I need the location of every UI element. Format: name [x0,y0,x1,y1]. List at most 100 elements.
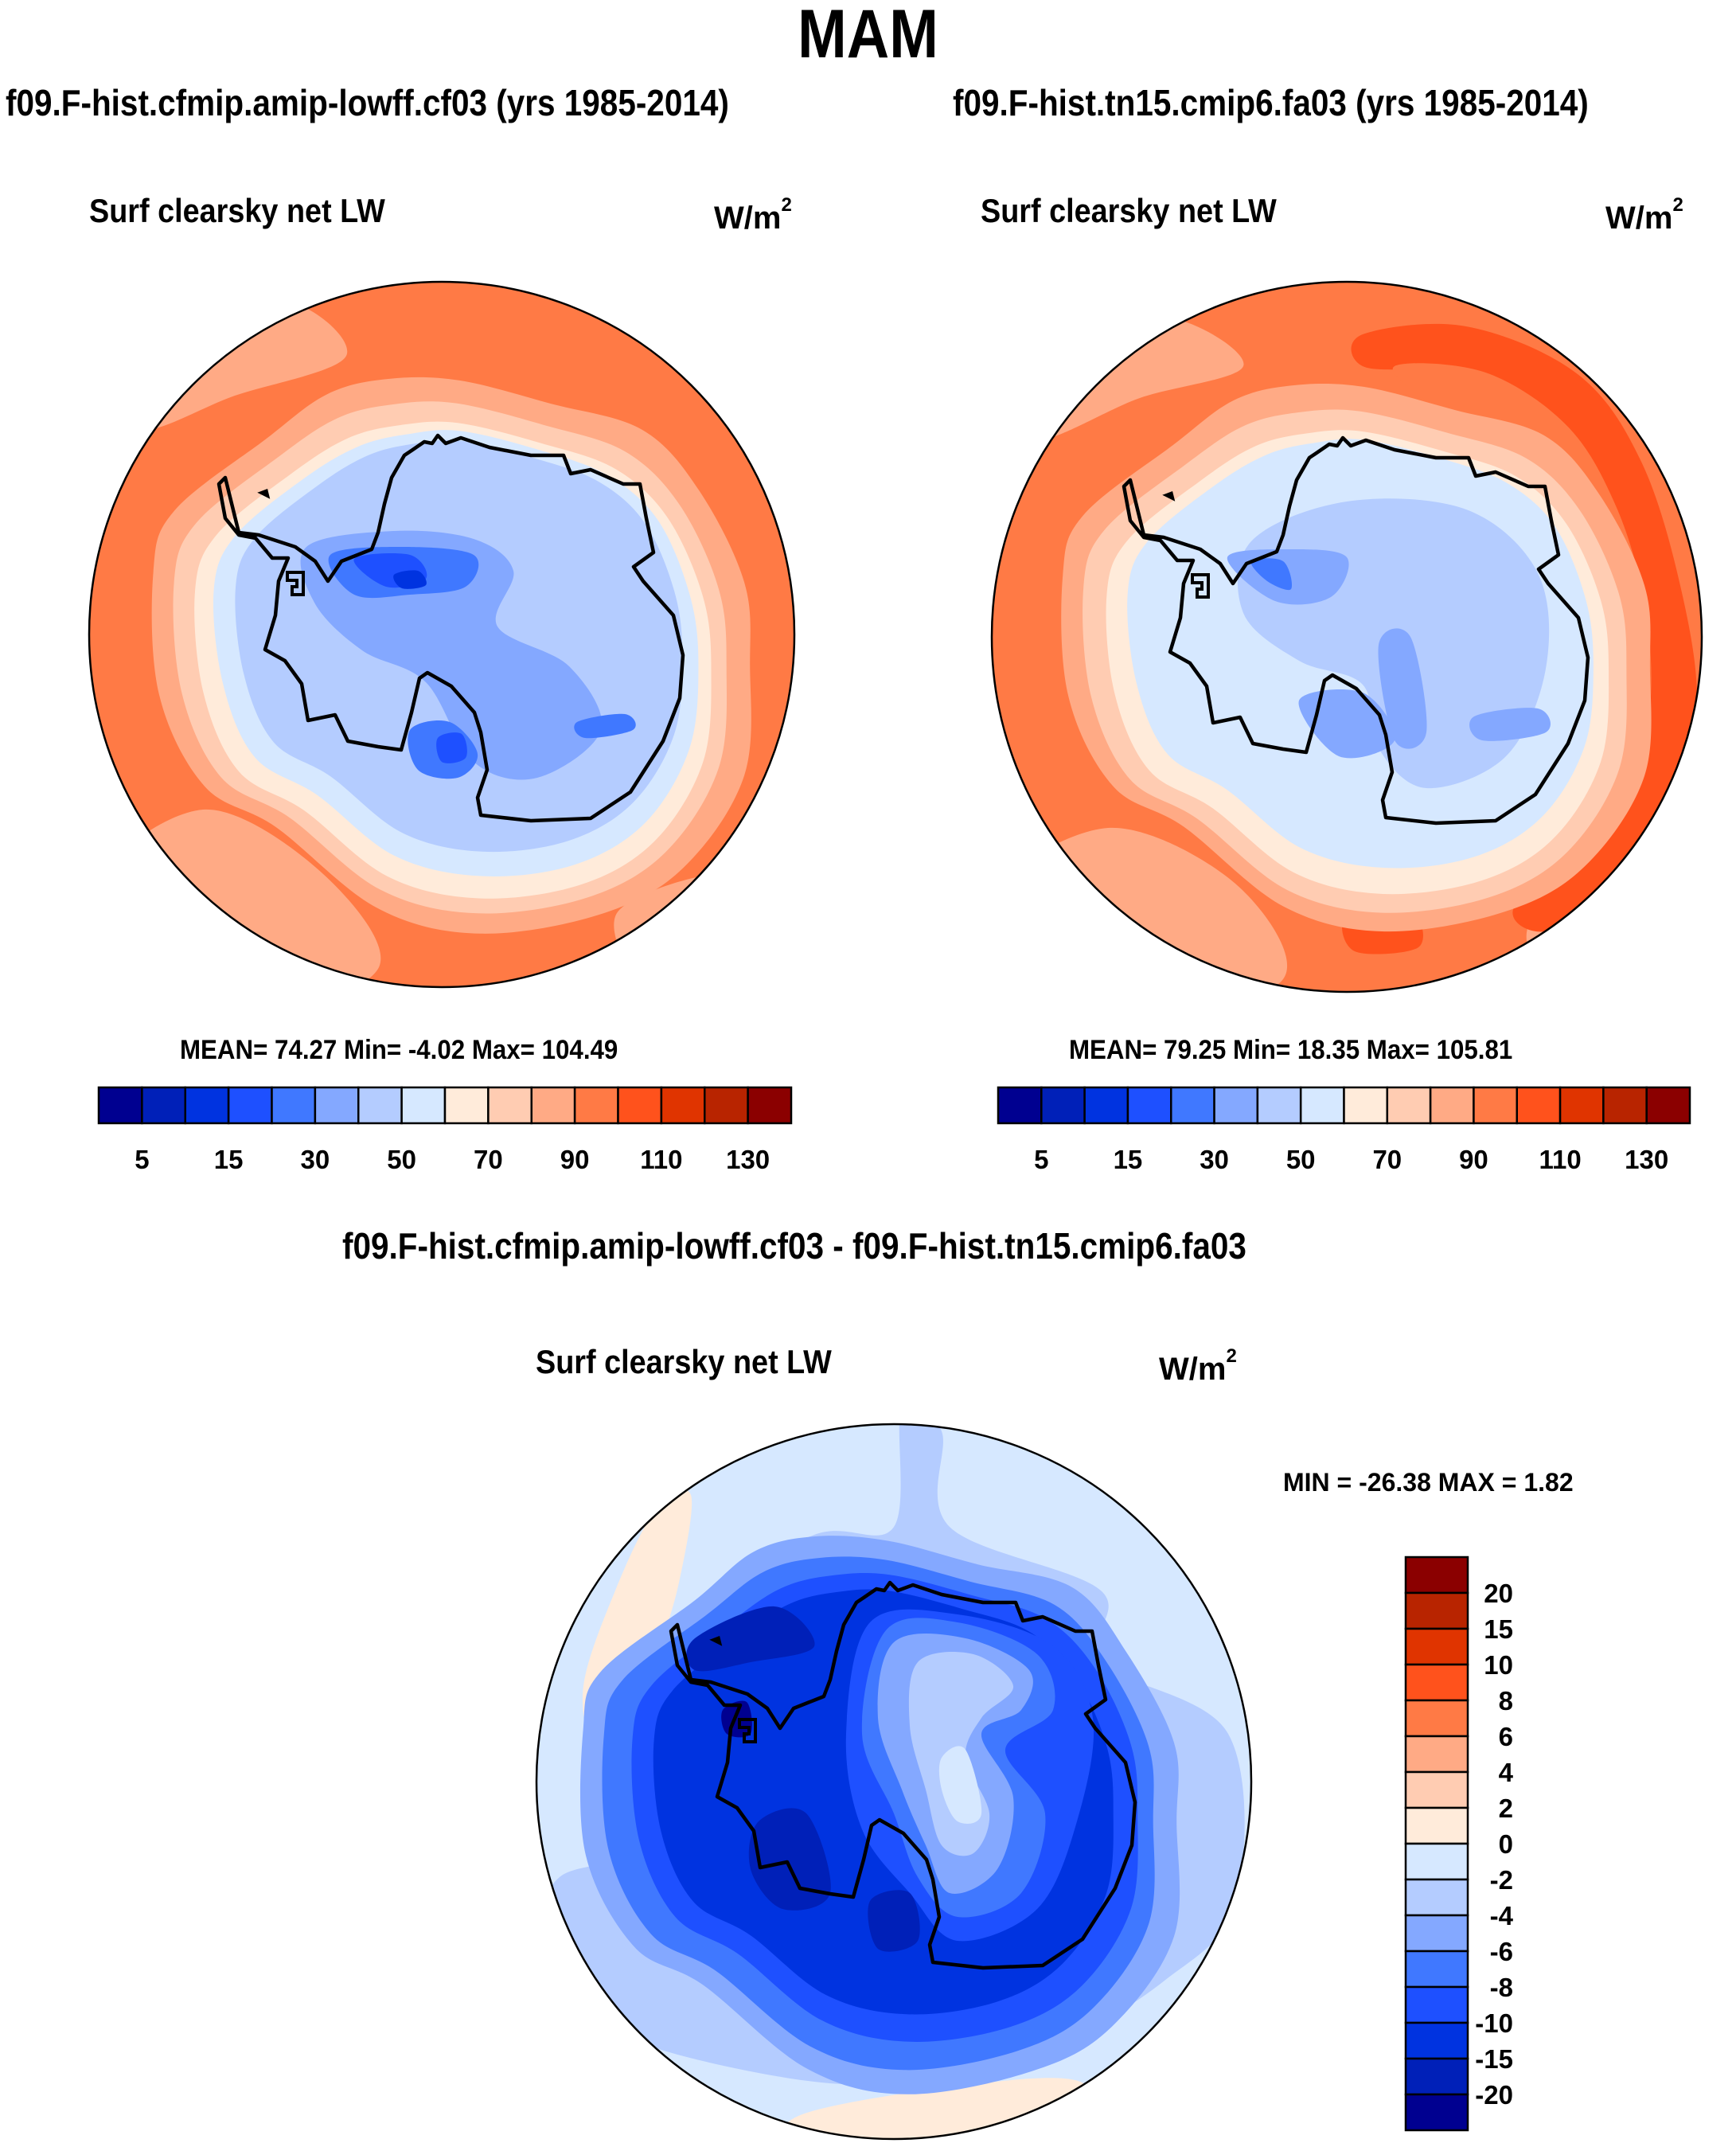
right-colorbar-tick-label: 30 [1200,1145,1229,1174]
left-colorbar-box [530,1086,576,1125]
left-colorbar-tick-label: 90 [560,1145,590,1174]
units-exponent: 2 [781,194,792,216]
right-map-contour-14 [1378,628,1427,749]
right-colorbar-box [1516,1086,1562,1125]
right-panel-stats: MEAN= 79.25 Min= 18.35 Max= 105.81 [1069,1035,1513,1065]
diff-colorbar-box [1404,1842,1469,1881]
right-colorbar-box [997,1086,1043,1125]
right-map-island-outline [1191,573,1210,599]
right-colorbar-box [1645,1086,1691,1125]
left-panel-stats: MEAN= 74.27 Min= -4.02 Max= 104.49 [180,1035,618,1065]
diff-colorbar-box [1404,1950,1469,1989]
diff-map-contour-12 [938,1746,982,1824]
right-colorbar-tick-label: 15 [1114,1145,1143,1174]
diff-colorbar-box [1404,1806,1469,1845]
diff-panel-units: W/m2 [1159,1347,1237,1387]
diff-colorbar-tick-label: 6 [1499,1722,1513,1751]
right-colorbar-box [1170,1086,1215,1125]
diff-colorbar-tick-label: -6 [1490,1937,1513,1966]
diff-colorbar-box [1404,1699,1469,1738]
diff-colorbar-tick-label: 20 [1484,1579,1513,1608]
diff-colorbar-box [1404,1914,1469,1953]
diff-colorbar-box [1404,1591,1469,1630]
left-colorbar-box [573,1086,619,1125]
diff-colorbar-tick-label: 10 [1484,1650,1513,1680]
diff-map-contour-13 [686,1606,815,1672]
diff-colorbar-box [1404,2021,1469,2060]
right-colorbar-tick-label: 50 [1286,1145,1316,1174]
right-colorbar-box [1256,1086,1302,1125]
diff-colorbar-box [1404,1770,1469,1809]
right-colorbar-tick-label: 5 [1034,1145,1048,1174]
diff-colorbar-box [1404,1556,1469,1595]
right-colorbar-box [1040,1086,1086,1125]
right-colorbar-box [1126,1086,1172,1125]
left-colorbar-box [184,1086,230,1125]
left-colorbar-tick-label: 130 [726,1145,770,1174]
right-colorbar: 5 15 30 50 70 90 110 130 [997,1086,1691,1174]
right-colorbar-box [1386,1086,1432,1125]
right-panel-units: W/m2 [1605,196,1683,236]
units-base: W/m [1605,201,1673,236]
right-colorbar-tick-label: 130 [1625,1145,1668,1174]
diff-colorbar-box [1404,1985,1469,2024]
left-map-island-outline [286,571,305,596]
figure-title: MAM [798,0,938,72]
diff-colorbar-box [1404,2057,1469,2096]
left-colorbar-box [747,1086,793,1125]
diff-colorbar-box [1404,1663,1469,1702]
left-colorbar-tick-label: 15 [214,1145,244,1174]
right-map-border [990,280,1703,993]
left-colorbar-box [660,1086,706,1125]
right-colorbar-tick-label: 70 [1372,1145,1402,1174]
diff-map-contour-14 [748,1808,831,1911]
right-colorbar-box [1343,1086,1389,1125]
right-map-contour-4 [1351,323,1698,932]
right-map-island-outline [1162,491,1176,502]
left-map-border [88,280,796,989]
left-map-contour-19 [393,570,427,589]
left-map-island-outline [257,489,271,499]
right-map-contour-15 [1469,708,1551,741]
diff-panel-case-title: f09.F-hist.cfmip.amip-lowff.cf03 - f09.F… [342,1225,1246,1267]
diff-map-border [535,1423,1253,2141]
left-colorbar-box [314,1086,360,1125]
diff-colorbar-tick-label: 8 [1499,1686,1513,1716]
diff-panel-stats: MIN = -26.38 MAX = 1.82 [1283,1468,1574,1497]
left-colorbar-box [443,1086,490,1125]
diff-colorbar-tick-label: -2 [1490,1865,1513,1895]
left-map-coastline [217,433,685,823]
diff-colorbar-tick-label: 4 [1499,1758,1514,1787]
right-colorbar-box [1083,1086,1129,1125]
units-base: W/m [714,201,782,236]
units-exponent: 2 [1226,1345,1237,1367]
right-map-panel [992,282,1702,992]
left-colorbar-box [227,1086,273,1125]
left-colorbar-box [97,1086,143,1125]
diff-map-island-outline [709,1636,723,1646]
left-colorbar-box [271,1086,317,1125]
diff-colorbar-tick-label: -10 [1475,2008,1513,2038]
left-map-panel [89,282,794,987]
left-colorbar-box [487,1086,533,1125]
diff-colorbar-tick-label: 2 [1499,1794,1513,1823]
right-colorbar-tick-label: 110 [1539,1145,1581,1174]
units-exponent: 2 [1672,194,1683,216]
right-colorbar-tick-label: 90 [1459,1145,1488,1174]
diff-colorbar-tick-label: -8 [1490,1973,1513,2002]
diff-colorbar-box [1404,1627,1469,1666]
right-colorbar-box [1473,1086,1518,1125]
left-map-contour-18 [574,713,636,739]
units-base: W/m [1159,1352,1227,1387]
left-colorbar-box [357,1086,403,1125]
right-colorbar-box [1558,1086,1605,1125]
right-panel-variable-label: Surf clearsky net LW [981,192,1277,229]
diff-map-contour-15 [868,1890,920,1952]
left-panel-case-title: f09.F-hist.cfmip.amip-lowff.cf03 (yrs 19… [6,82,729,123]
diff-colorbar-box [1404,2093,1469,2132]
left-colorbar-box [617,1086,663,1125]
left-colorbar-tick-label: 30 [301,1145,330,1174]
left-colorbar-tick-label: 70 [474,1145,503,1174]
left-colorbar-box [141,1086,186,1125]
